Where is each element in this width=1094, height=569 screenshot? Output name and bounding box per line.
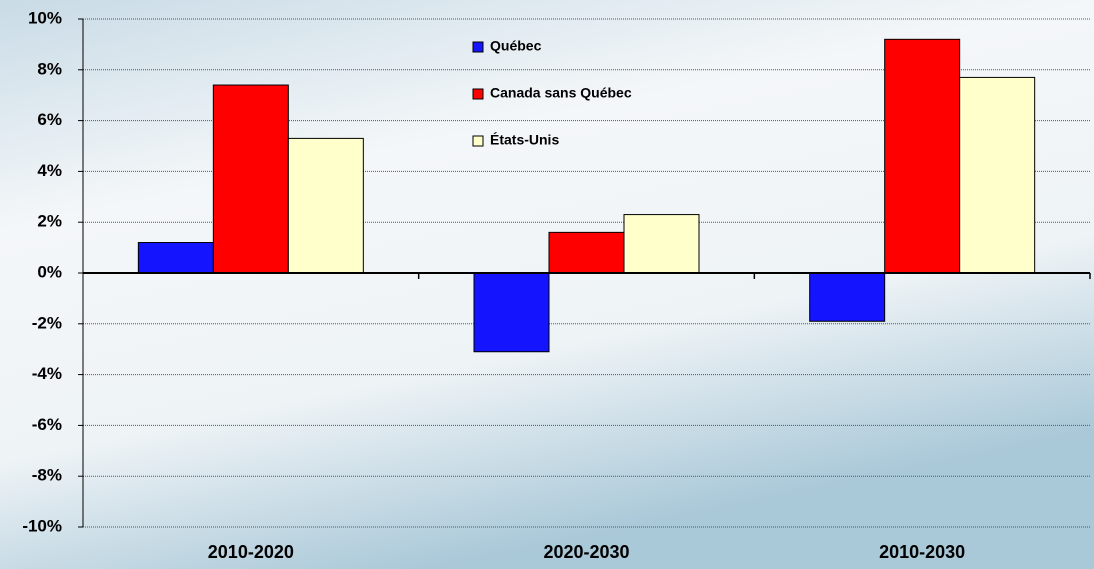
legend-label: États-Unis [490, 132, 559, 148]
y-tick-label: 6% [37, 110, 62, 129]
bar [809, 272, 886, 322]
x-tick-label: 2010-2020 [208, 542, 294, 562]
legend-swatch [472, 41, 484, 53]
y-tick-label: 2% [37, 212, 62, 231]
x-tick-label: 2010-2030 [879, 542, 965, 562]
y-tick-label: 8% [37, 59, 62, 78]
legend-swatch [472, 135, 484, 147]
y-tick-label: 10% [28, 8, 62, 27]
bar [212, 84, 289, 274]
y-tick-label: -10% [22, 516, 62, 535]
bar [623, 214, 700, 274]
y-tick-label: -2% [32, 313, 62, 332]
y-tick-label: 0% [37, 262, 62, 281]
legend-swatch [472, 88, 484, 100]
legend-label: Canada sans Québec [490, 85, 632, 101]
bar [287, 137, 364, 274]
y-tick-label: 4% [37, 161, 62, 180]
bar [473, 272, 550, 353]
y-tick-label: -4% [32, 364, 62, 383]
bar [884, 38, 961, 274]
y-tick-label: -8% [32, 466, 62, 485]
y-tick-label: -6% [32, 415, 62, 434]
bar [548, 231, 625, 274]
bar [137, 242, 214, 274]
legend-label: Québec [490, 38, 542, 54]
x-tick-label: 2020-2030 [543, 542, 629, 562]
bar [959, 76, 1036, 274]
